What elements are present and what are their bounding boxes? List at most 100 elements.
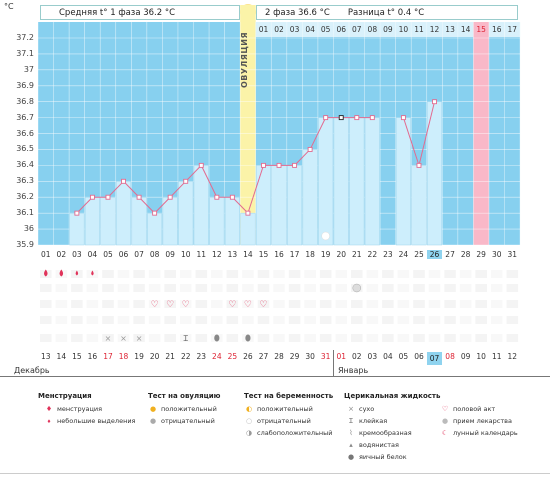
temp-line xyxy=(123,180,140,198)
symbol-cell xyxy=(164,334,176,342)
day-header-cell xyxy=(395,22,412,37)
symbol-cell xyxy=(226,316,239,324)
drop-icon xyxy=(44,269,48,277)
calendar-date: 20 xyxy=(149,352,160,361)
cycle-day-number: 07 xyxy=(352,25,362,34)
cycle-day-number: 14 xyxy=(243,250,253,259)
symbol-cell xyxy=(117,300,130,308)
cycle-day-number: 04 xyxy=(305,25,315,34)
heart-icon: ♡ xyxy=(244,300,252,310)
cycle-day-number: 11 xyxy=(414,25,424,34)
temp-point xyxy=(136,194,142,200)
temp-bar xyxy=(395,117,411,246)
temp-point xyxy=(74,210,80,216)
temp-point xyxy=(400,115,406,121)
symbol-cell xyxy=(382,316,394,324)
symbol-cell xyxy=(148,316,161,324)
cycle-day-number: 04 xyxy=(87,250,98,259)
cycle-day-number: 12 xyxy=(212,250,222,259)
legend-spotting: ♦ небольшие выделения xyxy=(44,417,136,425)
legend-creamy: ⌇ кремообразная xyxy=(346,429,411,437)
symbol-cell xyxy=(413,300,425,308)
calendar-date: 06 xyxy=(414,352,424,361)
day-header-cell xyxy=(504,22,521,37)
symbol-cell xyxy=(490,300,503,308)
grey-sun-icon: ● xyxy=(149,417,157,425)
temp-point xyxy=(167,194,173,200)
day-header-cell xyxy=(442,22,458,37)
calendar-date: 01 xyxy=(336,352,346,361)
temp-line xyxy=(294,149,311,166)
temp-point xyxy=(307,147,313,152)
symbol-cell xyxy=(117,334,130,342)
symbol-cell xyxy=(148,284,161,292)
symbol-cell xyxy=(319,300,332,308)
y-tick-label: 37 xyxy=(23,64,34,74)
calendar-date: 11 xyxy=(491,352,502,361)
symbol-cell xyxy=(86,334,99,342)
calendar-date: 24 xyxy=(212,352,222,361)
symbol-cell xyxy=(444,270,456,278)
cross-icon: × xyxy=(348,405,354,413)
symbol-cell xyxy=(366,316,379,324)
temp-line xyxy=(154,196,171,214)
symbol-cell xyxy=(195,300,208,308)
cycle-day-number: 31 xyxy=(507,250,518,259)
calendar-date: 30 xyxy=(305,352,315,361)
temp-bar xyxy=(84,196,100,246)
symbol-cell xyxy=(304,316,316,324)
y-tick-label: 36.5 xyxy=(16,144,34,154)
symbol-cell xyxy=(459,284,472,292)
temp-bar xyxy=(349,117,365,246)
eggwhite-icon: ● xyxy=(347,453,355,461)
symbol-cell xyxy=(288,300,301,308)
symbol-cell xyxy=(133,284,145,292)
temp-bar xyxy=(287,165,303,246)
symbol-cell xyxy=(86,300,99,308)
day-header-cell xyxy=(286,22,303,37)
temp-point xyxy=(105,194,111,200)
symbol-cell xyxy=(397,334,410,342)
temp-line xyxy=(309,117,327,150)
symbol-cell xyxy=(55,284,68,292)
preg-positive-icon: ◐ xyxy=(245,405,253,413)
cycle-day-number: 01 xyxy=(41,250,51,259)
symbol-cell xyxy=(257,300,270,308)
symbol-cell xyxy=(211,316,223,324)
y-tick-label: 36.8 xyxy=(16,96,34,106)
y-tick-label: 35.9 xyxy=(16,240,34,249)
symbol-cell xyxy=(102,270,114,278)
temp-bar xyxy=(209,196,225,246)
symbol-cell xyxy=(71,316,83,324)
heart-icon: ♡ xyxy=(166,300,174,310)
cycle-day-number: 13 xyxy=(445,25,455,34)
ovulation-header xyxy=(240,5,256,22)
legend-dry: × сухо xyxy=(346,405,374,413)
symbol-cell xyxy=(319,284,332,292)
month-january: Январь xyxy=(338,366,369,375)
cycle-day-number: 01 xyxy=(258,25,269,34)
cycle-day-number: 16 xyxy=(491,25,502,34)
cycle-day-number: 28 xyxy=(460,250,471,259)
legend-menses: ♦ менструация xyxy=(45,405,103,413)
cycle-day-number: 10 xyxy=(180,250,191,259)
symbol-cell xyxy=(226,270,239,278)
pill-icon: ● xyxy=(441,417,449,425)
symbol-cell xyxy=(335,300,347,308)
bottom-divider xyxy=(0,473,550,474)
temp-line xyxy=(402,117,420,166)
symbol-cell xyxy=(319,334,332,342)
symbol-cell xyxy=(335,284,347,292)
symbol-cell xyxy=(506,300,519,308)
cycle-day-number: 06 xyxy=(118,250,129,259)
cycle-day-number: 07 xyxy=(134,250,144,259)
symbol-cell xyxy=(257,334,270,342)
calendar-date: 12 xyxy=(507,352,518,361)
symbol-cell xyxy=(490,334,503,342)
temp-bar xyxy=(224,196,240,246)
symbol-cell xyxy=(490,270,503,278)
temp-point xyxy=(416,162,422,168)
symbol-cell xyxy=(351,270,363,278)
symbol-cell xyxy=(397,270,410,278)
symbol-cell xyxy=(55,316,68,324)
